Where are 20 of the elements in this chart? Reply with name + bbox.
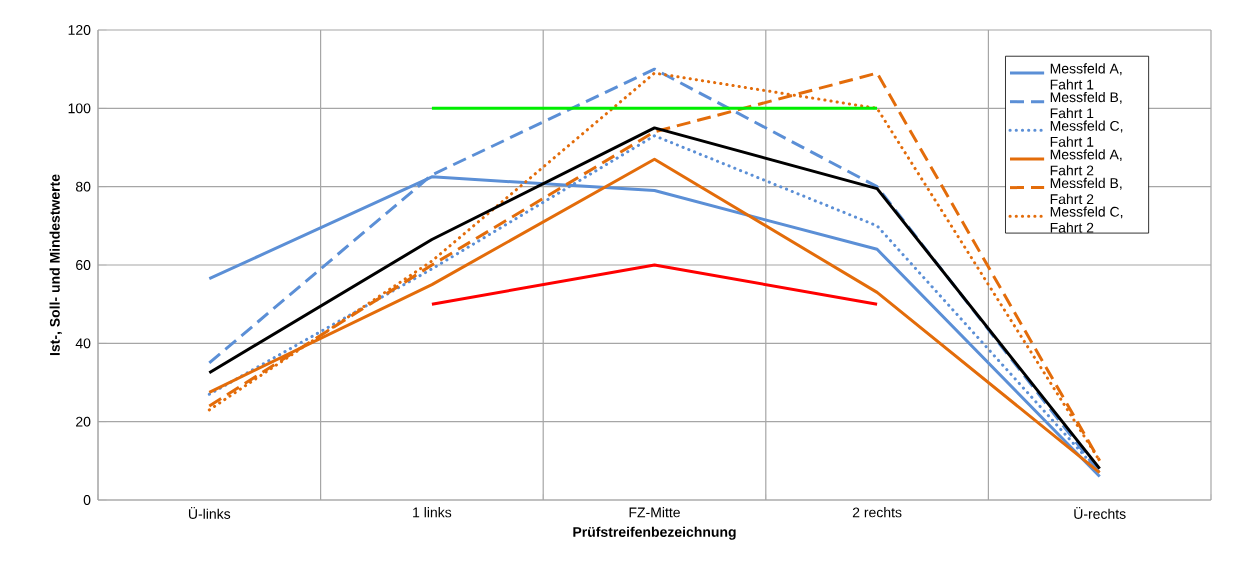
y-tick-label: 40 xyxy=(75,338,91,349)
x-tick-label: Ü-rechts xyxy=(1074,507,1126,519)
legend-label: Messfeld A, Fahrt 1 xyxy=(1050,63,1122,90)
x-axis-title: Prüfstreifenbezeichnung xyxy=(573,526,736,540)
x-tick-label: FZ-Mitte xyxy=(629,507,680,518)
y-tick-label: 0 xyxy=(83,495,91,505)
y-axis-title: Ist-, Soll- und Mindestwerte xyxy=(49,174,62,356)
legend-label: Messfeld B, Fahrt 1 xyxy=(1050,91,1122,119)
legend-label: Messfeld C, Fahrt 2 xyxy=(1050,206,1123,233)
legend-label: Messfeld B, Fahrt 2 xyxy=(1050,177,1122,205)
legend-label: Messfeld A, Fahrt 2 xyxy=(1050,149,1122,176)
y-tick-label: 80 xyxy=(75,181,91,192)
legend-label: Messfeld C, Fahrt 1 xyxy=(1050,120,1123,147)
y-tick-label: 100 xyxy=(68,103,91,114)
x-tick-label: 1 links xyxy=(413,507,452,518)
y-tick-label: 20 xyxy=(76,416,91,427)
x-tick-label: 2 rechts xyxy=(852,507,902,518)
x-tick-label: Ü-links xyxy=(188,507,231,519)
y-tick-label: 60 xyxy=(76,260,91,270)
y-tick-label: 120 xyxy=(68,25,91,35)
